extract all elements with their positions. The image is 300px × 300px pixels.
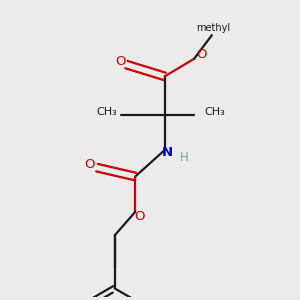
Text: O: O xyxy=(134,210,145,223)
Text: CH₃: CH₃ xyxy=(97,107,118,117)
Text: methyl: methyl xyxy=(196,23,230,33)
Text: N: N xyxy=(162,146,173,159)
Text: O: O xyxy=(115,55,126,68)
Text: O: O xyxy=(84,158,95,171)
Text: O: O xyxy=(196,48,207,61)
Text: CH₃: CH₃ xyxy=(205,107,225,117)
Text: H: H xyxy=(179,151,188,164)
